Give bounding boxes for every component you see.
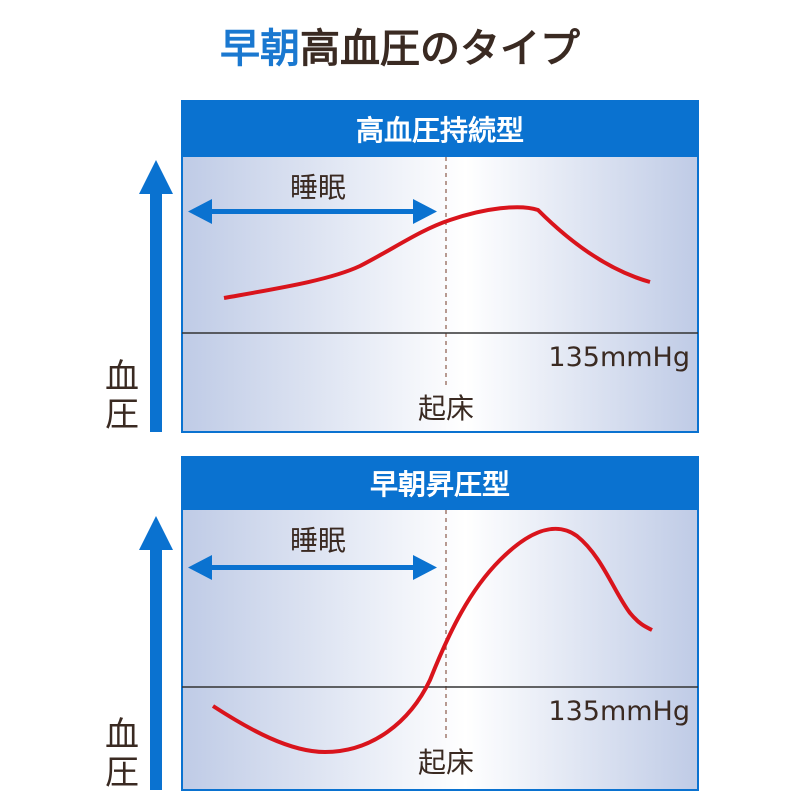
sleep-label: 睡眠 bbox=[290, 171, 346, 204]
page-title: 早朝高血圧のタイプ bbox=[220, 26, 580, 72]
y-axis-arrow bbox=[139, 160, 173, 432]
threshold-label: 135mmHg bbox=[548, 342, 690, 373]
panel-morning-surge: 早朝昇圧型 睡眠 135mmHg 起床 血 圧 bbox=[105, 456, 699, 793]
panel-header bbox=[182, 457, 698, 510]
panel-header-label: 早朝昇圧型 bbox=[370, 468, 510, 501]
y-axis-arrow bbox=[139, 516, 173, 790]
y-axis-label-2: 圧 bbox=[105, 395, 139, 435]
y-axis-label-2: 圧 bbox=[105, 753, 139, 793]
y-axis-label-1: 血 bbox=[105, 715, 139, 755]
sleep-range-arrow bbox=[188, 555, 437, 580]
panel-body bbox=[181, 456, 699, 791]
blood-pressure-curve bbox=[211, 526, 653, 755]
blood-pressure-curve bbox=[223, 205, 651, 300]
wake-label: 起床 bbox=[418, 392, 474, 425]
panel-header-label: 高血圧持続型 bbox=[356, 114, 524, 147]
wake-label: 起床 bbox=[418, 746, 474, 779]
panel-sustained-hypertension: 高血圧持続型 睡眠 135mmHg 起床 血 圧 bbox=[105, 100, 699, 435]
threshold-label: 135mmHg bbox=[548, 696, 690, 727]
sleep-label: 睡眠 bbox=[290, 524, 346, 557]
y-axis-label-1: 血 bbox=[105, 357, 139, 397]
panel-header bbox=[182, 101, 698, 157]
sleep-range-arrow bbox=[188, 199, 437, 224]
